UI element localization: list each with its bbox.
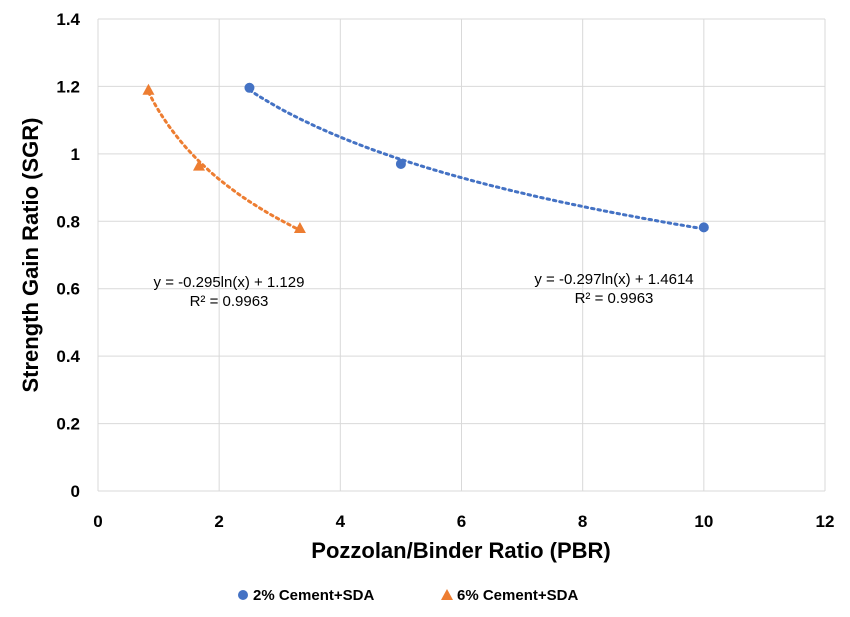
- x-tick-label: 12: [816, 512, 835, 531]
- data-point-series-0: [395, 158, 406, 169]
- y-tick-label: 0.8: [56, 212, 80, 231]
- y-tick-label: 1.2: [56, 77, 80, 96]
- gridlines: [97, 18, 826, 492]
- legend: 2% Cement+SDA 6% Cement+SDA: [238, 587, 578, 604]
- data-point-series-1: [192, 159, 205, 171]
- data-point-series-0: [698, 222, 709, 233]
- legend-marker-6pct: [441, 589, 453, 600]
- y-tick-label: 0.2: [56, 415, 80, 434]
- annotation-6pct-equation: y = -0.295ln(x) + 1.129: [154, 274, 305, 291]
- y-tick-label: 0: [71, 482, 80, 501]
- x-tick-label: 2: [214, 512, 223, 531]
- legend-label-2pct: 2% Cement+SDA: [253, 587, 374, 604]
- data-point-series-0: [244, 82, 255, 93]
- y-tick-label: 1: [71, 145, 80, 164]
- y-tick-label: 0.6: [56, 280, 80, 299]
- x-tick-label: 6: [457, 512, 466, 531]
- x-tick-label: 4: [336, 512, 346, 531]
- x-tick-label: 0: [93, 512, 102, 531]
- y-tick-label: 0.4: [56, 347, 80, 366]
- data-points: [142, 82, 709, 234]
- x-axis-ticks: 0 2 4 6 8 10 12: [93, 512, 834, 531]
- x-tick-label: 8: [578, 512, 587, 531]
- legend-label-6pct: 6% Cement+SDA: [457, 587, 578, 604]
- x-tick-label: 10: [694, 512, 713, 531]
- legend-marker-2pct: [238, 590, 248, 600]
- annotation-2pct-equation: y = -0.297ln(x) + 1.4614: [534, 271, 693, 288]
- trendline-series-1: [147, 90, 302, 232]
- y-tick-label: 1.4: [56, 10, 80, 29]
- annotation-6pct-r2: R² = 0.9963: [190, 293, 269, 310]
- data-point-series-1: [142, 83, 155, 95]
- annotation-2pct-r2: R² = 0.9963: [575, 290, 654, 307]
- y-axis-ticks: 0 0.2 0.4 0.6 0.8 1 1.2 1.4: [56, 10, 80, 501]
- y-axis-title: Strength Gain Ratio (SGR): [18, 118, 43, 393]
- trendline-series-0: [248, 88, 706, 231]
- data-point-series-1: [293, 222, 306, 234]
- x-axis-title: Pozzolan/Binder Ratio (PBR): [311, 538, 610, 563]
- trendlines: [147, 88, 706, 232]
